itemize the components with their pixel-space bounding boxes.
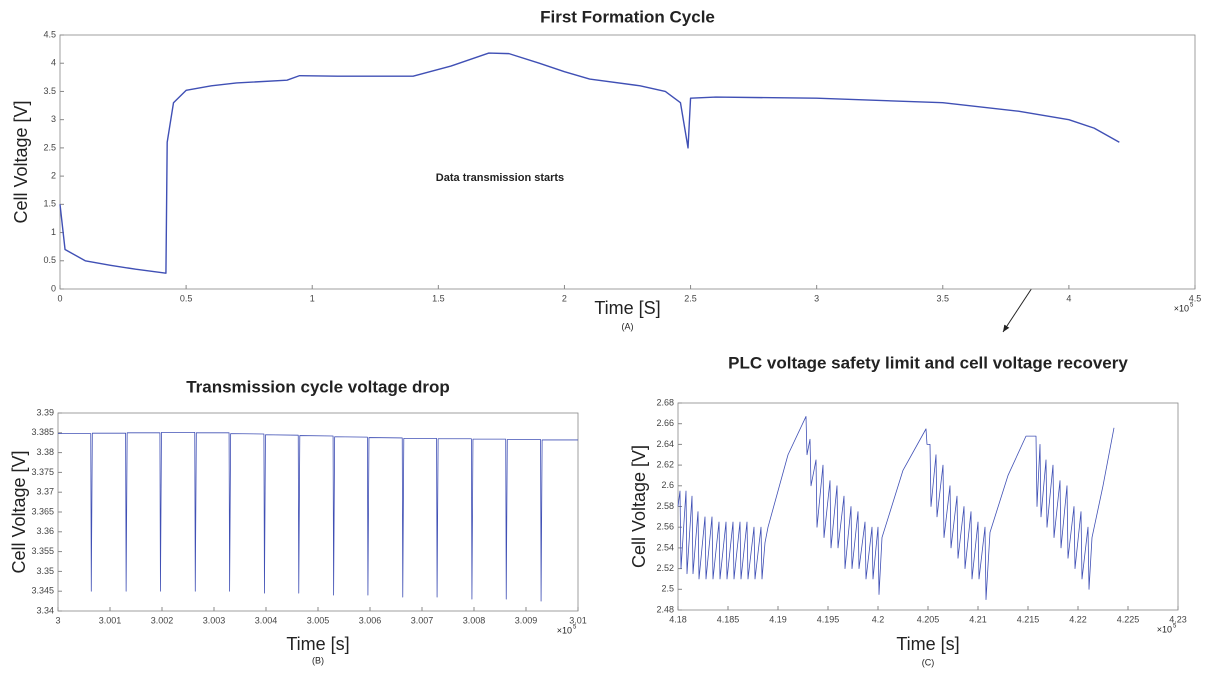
y-tick-label: 3.34 (36, 605, 54, 615)
y-tick-label: 3.355 (31, 546, 54, 556)
annotation: Data transmission starts (436, 172, 564, 184)
x-multiplier: ×10 (1174, 303, 1189, 313)
y-tick-label: 3.38 (36, 447, 54, 457)
x-tick-label: 3.008 (463, 615, 486, 625)
x-tick-label: 4.23 (1169, 614, 1187, 624)
x-tick-label: 3.004 (255, 615, 278, 625)
x-tick-label: 3.009 (515, 615, 538, 625)
plot-area (57, 412, 579, 612)
x-tick-label: 4.5 (1189, 293, 1202, 303)
y-tick-label: 3.365 (31, 506, 54, 516)
x-tick-label: 3.002 (151, 615, 174, 625)
x-axis-label: Time [s] (896, 634, 959, 654)
y-tick-label: 2.48 (656, 604, 674, 614)
y-tick-label: 3.385 (31, 427, 54, 437)
y-tick-label: 2.52 (656, 563, 674, 573)
y-tick-label: 3.39 (36, 407, 54, 417)
x-multiplier: ×10 (557, 625, 572, 635)
y-tick-label: 2.62 (656, 459, 674, 469)
y-tick-label: 0.5 (43, 255, 56, 265)
y-tick-label: 4.5 (43, 29, 56, 39)
chart-title: Transmission cycle voltage drop (186, 377, 450, 396)
x-tick-label: 4.18 (669, 614, 687, 624)
y-tick-label: 1 (51, 227, 56, 237)
y-tick-label: 2.5 (661, 584, 674, 594)
x-tick-label: 2 (562, 293, 567, 303)
chart-title: First Formation Cycle (540, 7, 715, 26)
y-axis-label: Cell Voltage [V] (11, 100, 31, 223)
x-tick-label: 4.195 (817, 614, 840, 624)
x-tick-label: 4.19 (769, 614, 787, 624)
y-tick-label: 2.68 (656, 397, 674, 407)
x-tick-label: 3.005 (307, 615, 330, 625)
x-tick-label: 4.21 (969, 614, 987, 624)
data-line (677, 416, 1115, 601)
x-tick-label: 4.22 (1069, 614, 1087, 624)
x-tick-label: 4.225 (1117, 614, 1140, 624)
x-multiplier-exponent: 5 (573, 625, 577, 631)
x-tick-label: 2.5 (684, 293, 697, 303)
y-tick-label: 3.375 (31, 467, 54, 477)
panel-label: (C) (922, 657, 935, 667)
y-axis-label: Cell Voltage [V] (629, 445, 649, 568)
panel-label: (A) (622, 321, 634, 331)
y-tick-label: 3.35 (36, 566, 54, 576)
x-tick-label: 4 (1066, 293, 1071, 303)
y-tick-label: 2 (51, 170, 56, 180)
x-tick-label: 0 (57, 293, 62, 303)
y-axis-label: Cell Voltage [V] (9, 450, 29, 573)
x-multiplier: ×10 (1157, 624, 1172, 634)
plot-area (677, 402, 1179, 611)
x-axis-label: Time [s] (286, 634, 349, 654)
data-line (58, 432, 578, 602)
x-tick-label: 3.007 (411, 615, 434, 625)
y-tick-label: 2.58 (656, 501, 674, 511)
x-tick-label: 3.006 (359, 615, 382, 625)
y-tick-label: 2.66 (656, 418, 674, 428)
x-tick-label: 4.205 (917, 614, 940, 624)
x-tick-label: 4.2 (872, 614, 885, 624)
chart-title: PLC voltage safety limit and cell voltag… (728, 353, 1128, 372)
x-tick-label: 3.003 (203, 615, 226, 625)
y-tick-label: 3.37 (36, 487, 54, 497)
x-tick-label: 0.5 (180, 293, 193, 303)
y-tick-label: 2.5 (43, 142, 56, 152)
x-tick-label: 1.5 (432, 293, 445, 303)
y-tick-label: 0 (51, 283, 56, 293)
y-tick-label: 3.345 (31, 586, 54, 596)
x-tick-label: 4.215 (1017, 614, 1040, 624)
x-tick-label: 3.01 (569, 615, 587, 625)
data-line (59, 52, 1120, 274)
x-tick-label: 4.185 (717, 614, 740, 624)
y-tick-label: 4 (51, 58, 56, 68)
x-tick-label: 3 (814, 293, 819, 303)
y-tick-label: 2.54 (656, 542, 674, 552)
y-tick-label: 3 (51, 114, 56, 124)
plot-area (59, 34, 1196, 290)
y-tick-label: 1.5 (43, 199, 56, 209)
x-multiplier-exponent: 5 (1190, 303, 1194, 309)
y-tick-label: 2.56 (656, 522, 674, 532)
x-tick-label: 3.001 (99, 615, 122, 625)
x-tick-label: 3 (55, 615, 60, 625)
y-tick-label: 3.36 (36, 526, 54, 536)
y-tick-label: 2.64 (656, 439, 674, 449)
x-tick-label: 1 (310, 293, 315, 303)
x-axis-label: Time [S] (594, 298, 660, 318)
panel-label: (B) (312, 655, 324, 665)
y-tick-label: 2.6 (661, 480, 674, 490)
y-tick-label: 3.5 (43, 86, 56, 96)
x-multiplier-exponent: 5 (1173, 624, 1177, 630)
x-tick-label: 3.5 (937, 293, 950, 303)
